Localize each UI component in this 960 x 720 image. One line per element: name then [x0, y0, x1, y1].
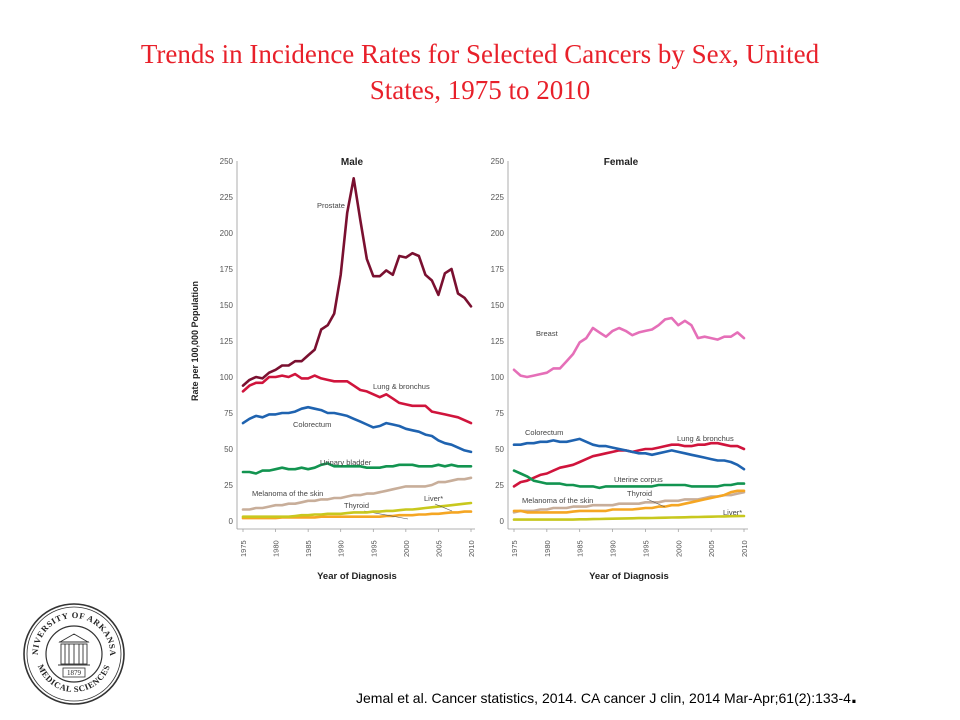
male-x-tick-label: 1975 [239, 540, 248, 557]
female-x-tick-label: 1995 [641, 540, 650, 557]
female-series-label-breast: Breast [536, 329, 559, 338]
male-y-tick-label: 125 [220, 337, 234, 346]
seal-building-icon [58, 633, 90, 666]
male-series-liver [241, 501, 473, 519]
male-y-tick-label: 50 [224, 445, 233, 454]
female-y-tick-label: 0 [500, 517, 505, 526]
female-y-tick-label: 225 [491, 193, 505, 202]
male-series-colorectum [241, 405, 473, 454]
male-series-label-urinary-bladder: Urinary bladder [320, 458, 372, 467]
male-chart-title: Male [341, 157, 364, 168]
male-series-label-melanoma-of-the-skin: Melanoma of the skin [252, 489, 323, 498]
male-y-tick-label: 75 [224, 409, 233, 418]
female-x-tick-label: 1980 [543, 540, 552, 557]
female-x-tick-label: 1975 [510, 540, 519, 557]
female-label-leader-thyroid [646, 498, 666, 508]
female-series-colorectum [512, 437, 746, 471]
male-x-tick-label: 2005 [434, 540, 443, 557]
female-y-tick-label: 200 [491, 229, 505, 238]
male-series-label-liver: Liver* [424, 494, 443, 503]
male-series-label-prostate: Prostate [317, 201, 345, 210]
male-series-urinary-bladder [241, 462, 473, 475]
university-seal-logo: UNIVERSITY OF ARKANSAS MEDICAL SCIENCES … [22, 602, 125, 705]
female-x-axis-label: Year of Diagnosis [589, 571, 669, 582]
male-series-prostate [241, 176, 473, 387]
male-series-melanoma-of-the-skin [241, 476, 473, 511]
seal-text-top: UNIVERSITY OF ARKANSAS [22, 602, 117, 657]
citation: Jemal et al. Cancer statistics, 2014. CA… [356, 683, 857, 709]
female-series-label-thyroid: Thyroid [627, 489, 652, 498]
female-y-tick-label: 50 [495, 445, 504, 454]
seal-year: 1879 [67, 669, 82, 677]
male-x-axis-label: Year of Diagnosis [317, 571, 397, 582]
male-y-tick-label: 225 [220, 193, 234, 202]
male-series-lung-bronchus [241, 372, 473, 425]
male-series-label-lung-bronchus: Lung & bronchus [373, 382, 430, 391]
male-x-tick-label: 1995 [369, 540, 378, 557]
female-y-tick-label: 250 [491, 157, 505, 166]
female-series-uterine-corpus [512, 469, 746, 490]
female-series-breast [512, 316, 746, 379]
male-y-tick-label: 250 [220, 157, 234, 166]
citation-text: Jemal et al. Cancer statistics, 2014. CA… [356, 690, 851, 706]
male-x-tick-label: 1985 [304, 540, 313, 557]
female-y-tick-label: 25 [495, 481, 504, 490]
male-y-tick-label: 100 [220, 373, 234, 382]
male-series-label-colorectum: Colorectum [293, 420, 331, 429]
female-x-tick-label: 2005 [707, 540, 716, 557]
female-y-tick-label: 150 [491, 301, 505, 310]
male-chart-panel: 0 25 50 75 100 125 150 175 200 225 250 1975 1980 1985… [190, 157, 476, 582]
female-y-tick-label: 175 [491, 265, 505, 274]
female-x-tick-label: 2000 [674, 540, 683, 557]
slide-title-line2: States, 1975 to 2010 [369, 75, 591, 105]
female-y-tick-label: 100 [491, 373, 505, 382]
svg-text:MEDICAL SCIENCES: MEDICAL SCIENCES [36, 663, 112, 694]
male-x-tick-label: 1990 [337, 540, 346, 557]
female-chart-panel: 0 25 50 75 100 125 150 175 200 225 250 1975 1980 1985… [491, 157, 749, 582]
male-y-tick-label: 200 [220, 229, 234, 238]
female-y-tick-label: 75 [495, 409, 504, 418]
seal-text-bottom: MEDICAL SCIENCES [36, 663, 112, 694]
charts-container: 0 25 50 75 100 125 150 175 200 225 250 1975 1980 1985… [180, 145, 760, 590]
female-series-label-melanoma-of-the-skin: Melanoma of the skin [522, 496, 593, 505]
female-series-label-liver: Liver* [723, 508, 742, 517]
male-x-tick-label: 2010 [467, 540, 476, 557]
female-x-tick-label: 1990 [609, 540, 618, 557]
female-x-tick-label: 2010 [740, 540, 749, 557]
female-x-tick-label: 1985 [576, 540, 585, 557]
citation-end: . [850, 683, 858, 708]
female-y-tick-label: 125 [491, 337, 505, 346]
female-series-melanoma-of-the-skin [512, 490, 746, 514]
male-series-label-thyroid: Thyroid [344, 501, 369, 510]
male-y-tick-label: 0 [229, 517, 234, 526]
female-series-label-uterine-corpus: Uterine corpus [614, 475, 663, 484]
male-x-tick-label: 1980 [272, 540, 281, 557]
male-x-tick-label: 2000 [402, 540, 411, 557]
female-series-label-colorectum: Colorectum [525, 428, 563, 437]
female-chart-title: Female [604, 157, 639, 168]
male-y-tick-label: 25 [224, 481, 233, 490]
male-label-leader-liver [434, 503, 453, 512]
male-y-axis-label: Rate per 100,000 Population [190, 281, 200, 401]
female-series-label-lung-bronchus: Lung & bronchus [677, 434, 734, 443]
slide-title: Trends in Incidence Rates for Selected C… [40, 36, 920, 108]
female-series-liver [512, 514, 746, 521]
slide-title-line1: Trends in Incidence Rates for Selected C… [140, 39, 820, 69]
female-series-thyroid [512, 489, 746, 514]
male-y-tick-label: 175 [220, 265, 234, 274]
svg-text:UNIVERSITY OF ARKANSAS: UNIVERSITY OF ARKANSAS [22, 602, 118, 657]
male-y-tick-label: 150 [220, 301, 234, 310]
